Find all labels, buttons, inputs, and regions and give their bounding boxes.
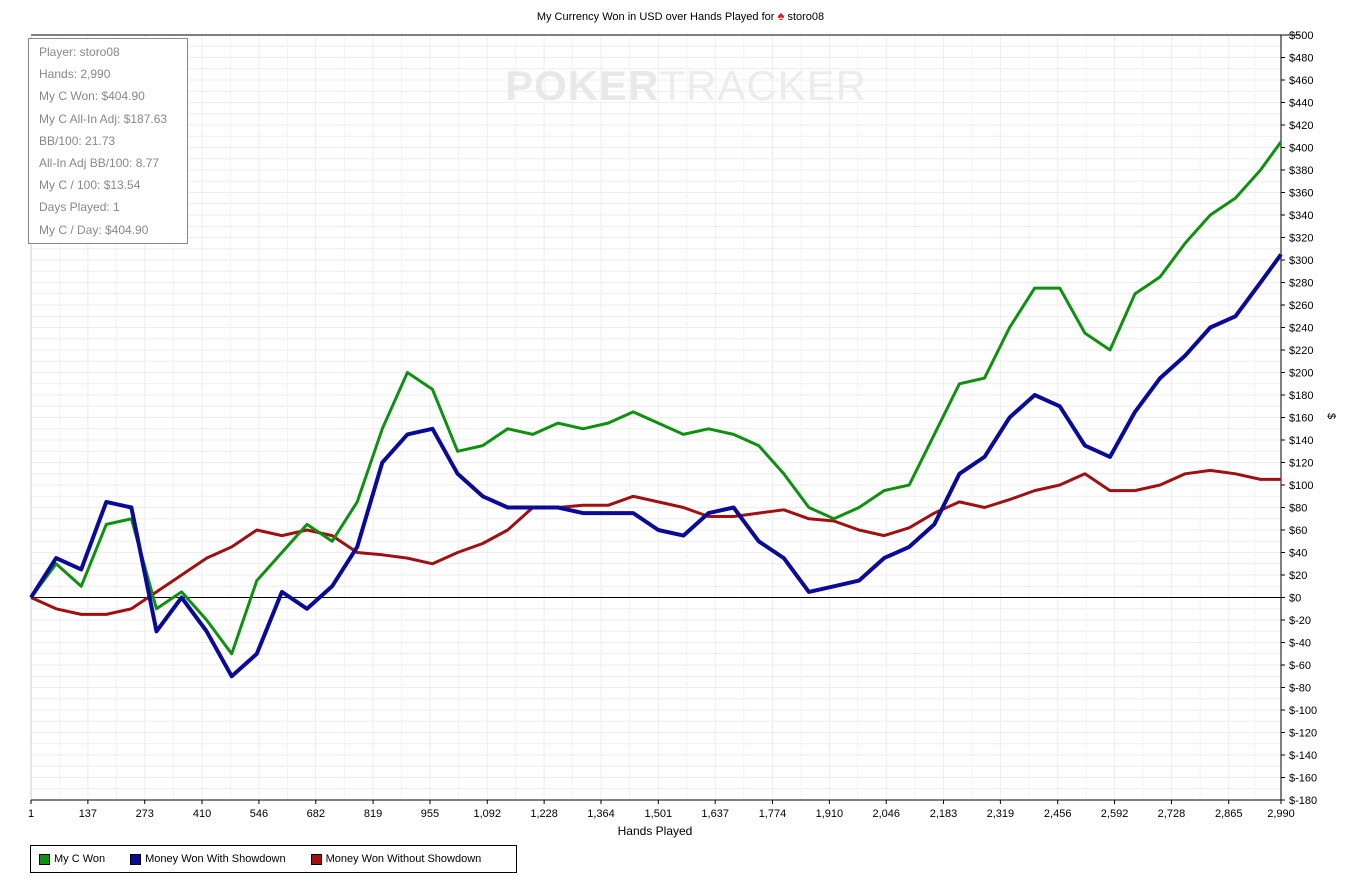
stats-box: Player: storo08 Hands: 2,990 My C Won: $40… xyxy=(28,38,188,244)
legend-label: My C Won xyxy=(54,853,106,865)
x-tick-label: 1 xyxy=(28,808,34,820)
series-line-money-won-without-showdown xyxy=(30,468,1281,616)
legend-item: Money Won With Showdown xyxy=(130,853,286,865)
x-tick-label: 2,183 xyxy=(930,808,958,820)
y-tick-label: $80 xyxy=(1289,503,1307,515)
x-tick-label: 1,637 xyxy=(701,808,729,820)
title-text: My Currency Won in USD over Hands Played… xyxy=(536,11,775,23)
stat-line: My C Won: $404.90 xyxy=(39,89,145,104)
x-tick-label: 1,910 xyxy=(816,808,844,820)
title-player: storo08 xyxy=(787,11,825,23)
y-tick-label: $-20 xyxy=(1289,615,1311,627)
y-tick-label: $420 xyxy=(1289,120,1313,132)
y-tick-label: $360 xyxy=(1289,188,1313,200)
x-tick-label: 2,728 xyxy=(1158,808,1186,820)
legend-item: Money Won Without Showdown xyxy=(310,853,482,865)
x-tick-label: 2,046 xyxy=(872,808,900,820)
y-tick-label: $460 xyxy=(1289,75,1313,87)
stat-line: My C / 100: $13.54 xyxy=(39,178,141,193)
y-tick-label: $0 xyxy=(1289,593,1301,605)
y-tick-label: $-180 xyxy=(1289,795,1317,807)
x-axis-label: Hands Played xyxy=(617,824,693,838)
y-tick-label: $-160 xyxy=(1289,773,1317,785)
legend-swatch xyxy=(130,853,142,865)
x-tick-label: 2,865 xyxy=(1215,808,1243,820)
x-tick-label: 546 xyxy=(250,808,268,820)
y-tick-label: $-80 xyxy=(1289,683,1311,695)
pokertracker-watermark: POKERTRACKER xyxy=(505,62,868,109)
y-tick-label: $340 xyxy=(1289,210,1313,222)
y-tick-label: $480 xyxy=(1289,53,1313,65)
x-tick-label: 2,592 xyxy=(1101,808,1129,820)
y-tick-label: $320 xyxy=(1289,233,1313,245)
stat-line: BB/100: 21.73 xyxy=(39,133,116,148)
y-tick-label: $-40 xyxy=(1289,638,1311,650)
legend-swatch xyxy=(39,853,50,865)
x-tick-label: 2,990 xyxy=(1267,808,1295,820)
legend-item: My C Won xyxy=(39,853,105,865)
stat-line: All-In Adj BB/100: 8.77 xyxy=(39,155,160,170)
x-tick-label: 273 xyxy=(136,808,154,820)
x-tick-label: 1,774 xyxy=(759,808,787,820)
x-tick-label: 2,319 xyxy=(987,808,1015,820)
x-tick-label: 1,092 xyxy=(473,808,501,820)
y-tick-label: $440 xyxy=(1289,98,1313,110)
y-tick-label: $240 xyxy=(1289,323,1313,335)
x-tick-label: 410 xyxy=(193,808,211,820)
y-tick-label: $40 xyxy=(1289,548,1307,560)
y-tick-label: $160 xyxy=(1289,413,1313,425)
spade-icon: ♠ xyxy=(777,8,785,23)
y-tick-label: $400 xyxy=(1289,143,1313,155)
y-tick-label: $-140 xyxy=(1289,750,1317,762)
y-tick-label: $300 xyxy=(1289,255,1313,267)
y-tick-label: $280 xyxy=(1289,278,1313,290)
x-tick-label: 137 xyxy=(79,808,97,820)
y-tick-label: $100 xyxy=(1289,480,1313,492)
y-tick-label: $60 xyxy=(1289,525,1307,537)
legend-label: Money Won Without Showdown xyxy=(325,853,482,865)
stat-line: Player: storo08 xyxy=(39,45,120,59)
x-tick-label: 955 xyxy=(421,808,439,820)
x-tick-label: 1,501 xyxy=(645,808,673,820)
y-tick-label: $120 xyxy=(1289,458,1313,470)
legend-swatch xyxy=(310,853,322,865)
y-tick-label: $-100 xyxy=(1289,705,1317,717)
x-tick-label: 1,364 xyxy=(587,808,615,820)
y-tick-label: $-120 xyxy=(1289,728,1317,740)
y-tick-label: $500 xyxy=(1289,30,1313,42)
y-tick-label: $380 xyxy=(1289,165,1313,177)
y-axis-label: $ xyxy=(1325,412,1338,420)
x-tick-label: 2,456 xyxy=(1044,808,1072,820)
y-tick-label: $180 xyxy=(1289,390,1313,402)
x-tick-label: 682 xyxy=(307,808,325,820)
x-tick-label: 819 xyxy=(364,808,382,820)
series-line-money-won-with-showdown xyxy=(29,253,1283,679)
stat-line: My C All-In Adj: $187.63 xyxy=(39,111,168,126)
series-line-my-c-won xyxy=(29,141,1283,656)
legend: My C Won Money Won With Showdown Money Won… xyxy=(30,845,517,873)
y-tick-label: $220 xyxy=(1289,345,1313,357)
y-tick-label: $200 xyxy=(1289,368,1313,380)
legend-label: Money Won With Showdown xyxy=(145,853,286,865)
x-tick-label: 1,228 xyxy=(530,808,558,820)
y-tick-label: $20 xyxy=(1289,570,1307,582)
chart-title: My Currency Won in USD over Hands Played… xyxy=(0,8,1361,23)
y-tick-label: $140 xyxy=(1289,435,1313,447)
y-tick-label: $-60 xyxy=(1289,660,1311,672)
stat-line: Days Played: 1 xyxy=(39,200,120,215)
y-tick-label: $260 xyxy=(1289,300,1313,312)
stat-line: Hands: 2,990 xyxy=(39,67,111,82)
stat-line: My C / Day: $404.90 xyxy=(39,222,149,237)
